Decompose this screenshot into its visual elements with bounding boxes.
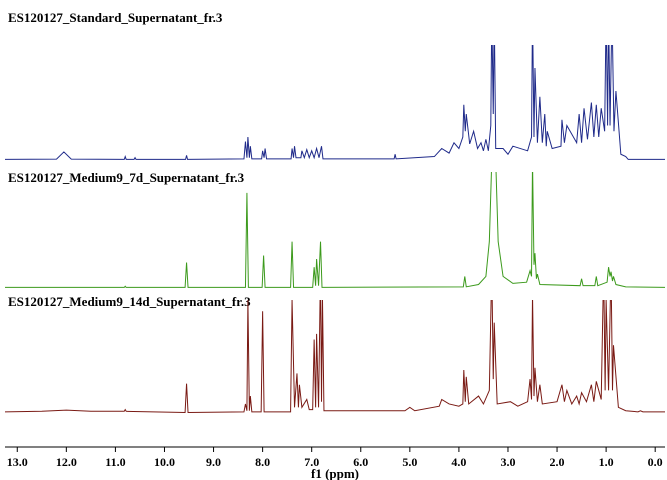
x-tick-label: 13.0 <box>7 455 28 469</box>
x-tick-label: 9.0 <box>206 455 221 469</box>
spectrum-title: ES120127_Medium9_14d_Supernatant_fr.3 <box>8 294 251 309</box>
x-tick-label: 7.0 <box>304 455 319 469</box>
x-axis-label: f1 (ppm) <box>311 466 359 480</box>
spectrum-line <box>4 45 665 160</box>
spectrum-title: ES120127_Standard_Supernatant_fr.3 <box>8 10 223 25</box>
x-tick-label: 10.0 <box>154 455 175 469</box>
x-tick-label: 5.0 <box>402 455 417 469</box>
x-tick-label: 8.0 <box>255 455 270 469</box>
x-tick-label: 11.0 <box>105 455 125 469</box>
x-tick-label: 6.0 <box>353 455 368 469</box>
x-tick-label: 2.0 <box>550 455 565 469</box>
x-tick-label: 0.0 <box>648 455 663 469</box>
x-tick-label: 1.0 <box>599 455 614 469</box>
spectrum-line <box>4 300 665 413</box>
x-tick-label: 3.0 <box>500 455 515 469</box>
spectrum-title: ES120127_Medium9_7d_Supernatant_fr.3 <box>8 170 245 185</box>
x-tick-label: 12.0 <box>56 455 77 469</box>
spectrum-line <box>5 172 666 288</box>
x-tick-label: 4.0 <box>451 455 466 469</box>
